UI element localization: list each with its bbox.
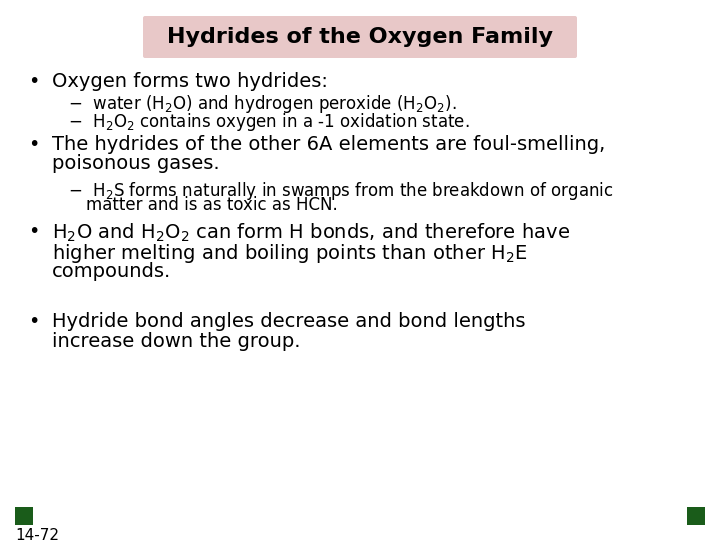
Bar: [687, 507, 705, 525]
Text: •: •: [28, 72, 40, 91]
Text: The hydrides of the other 6A elements are foul-smelling,: The hydrides of the other 6A elements ar…: [52, 135, 606, 154]
Text: matter and is as toxic as HCN.: matter and is as toxic as HCN.: [86, 196, 338, 214]
Text: 14-72: 14-72: [15, 528, 59, 540]
Text: •: •: [28, 312, 40, 331]
FancyBboxPatch shape: [143, 16, 577, 58]
Text: $-$  water (H$_2$O) and hydrogen peroxide (H$_2$O$_2$).: $-$ water (H$_2$O) and hydrogen peroxide…: [68, 93, 456, 115]
Text: $-$  H$_2$O$_2$ contains oxygen in a -1 oxidation state.: $-$ H$_2$O$_2$ contains oxygen in a -1 o…: [68, 111, 469, 133]
Text: H$_2$O and H$_2$O$_2$ can form H bonds, and therefore have: H$_2$O and H$_2$O$_2$ can form H bonds, …: [52, 222, 570, 244]
Text: $-$  H$_2$S forms naturally in swamps from the breakdown of organic: $-$ H$_2$S forms naturally in swamps fro…: [68, 180, 613, 202]
Text: higher melting and boiling points than other H$_2$E: higher melting and boiling points than o…: [52, 242, 528, 265]
Text: •: •: [28, 222, 40, 241]
Text: poisonous gases.: poisonous gases.: [52, 154, 220, 173]
Text: increase down the group.: increase down the group.: [52, 332, 300, 351]
Text: Hydrides of the Oxygen Family: Hydrides of the Oxygen Family: [167, 27, 553, 47]
Text: Hydride bond angles decrease and bond lengths: Hydride bond angles decrease and bond le…: [52, 312, 526, 331]
Text: compounds.: compounds.: [52, 262, 171, 281]
Text: Oxygen forms two hydrides:: Oxygen forms two hydrides:: [52, 72, 328, 91]
Text: •: •: [28, 135, 40, 154]
Bar: [15, 507, 33, 525]
